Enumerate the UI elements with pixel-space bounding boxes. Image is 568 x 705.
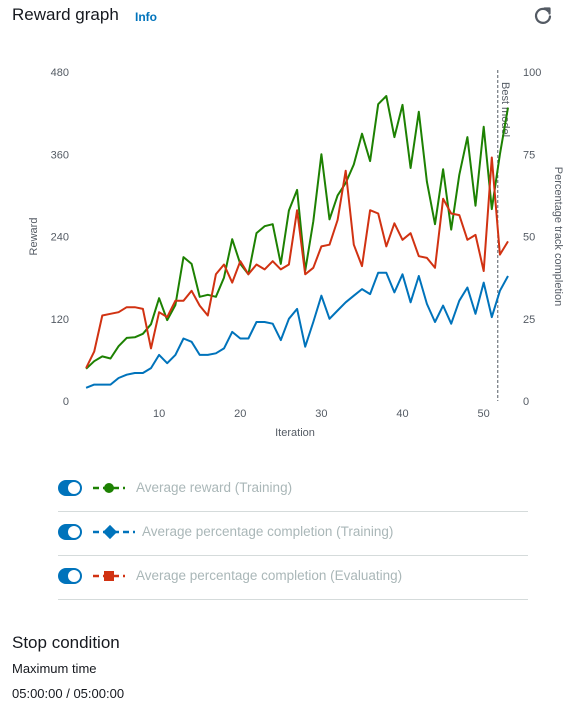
legend-row-average-completion-evaluating: Average percentage completion (Evaluatin…	[58, 555, 528, 600]
refresh-icon[interactable]	[532, 5, 554, 27]
stop-condition-value: 05:00:00 / 05:00:00	[12, 686, 125, 701]
y-tick-label: 120	[51, 314, 69, 326]
y2-axis-label: Percentage track completion	[552, 167, 564, 306]
page-title: Reward graph	[12, 5, 119, 24]
toggle-average-reward-training[interactable]	[58, 480, 82, 496]
legend-label: Average percentage completion (Evaluatin…	[136, 568, 403, 583]
legend-circle-icon	[93, 483, 125, 493]
reward-chart: 0 120 240 360 480 0 25 50 75 100 10 20 30 40 50 Iterati…	[28, 67, 564, 439]
legend-label: Average percentage completion (Training)	[142, 524, 394, 539]
legend-row-average-reward-training: Average reward (Training)	[58, 467, 528, 512]
best-model-label: Best model	[499, 82, 511, 137]
toggle-average-completion-evaluating[interactable]	[58, 568, 82, 584]
legend-square-icon	[93, 571, 125, 581]
y-tick-label: 360	[51, 149, 69, 161]
legend-diamond-icon	[93, 524, 135, 540]
info-link[interactable]: Info	[135, 10, 157, 24]
legend-row-average-completion-training: Average percentage completion (Training)	[58, 511, 528, 556]
x-tick-label: 40	[396, 408, 408, 420]
y-tick-label: 480	[51, 67, 69, 79]
x-tick-label: 20	[234, 408, 246, 420]
y2-tick-label: 100	[523, 67, 541, 79]
y-axis-label: Reward	[28, 218, 40, 256]
series-line-2	[85, 156, 509, 369]
legend-label: Average reward (Training)	[136, 480, 293, 495]
y2-tick-label: 75	[523, 149, 535, 161]
y-tick-label: 240	[51, 232, 69, 244]
series-line-1	[85, 271, 509, 389]
x-axis-label: Iteration	[275, 427, 315, 439]
y2-tick-label: 25	[523, 314, 535, 326]
header: Reward graph Info	[12, 5, 556, 29]
y2-tick-label: 50	[523, 232, 535, 244]
x-tick-label: 50	[478, 408, 490, 420]
y2-tick-label: 0	[523, 396, 529, 408]
x-tick-label: 10	[153, 408, 165, 420]
x-tick-label: 30	[315, 408, 327, 420]
y-tick-label: 0	[63, 396, 69, 408]
stop-condition-label: Maximum time	[12, 661, 97, 676]
toggle-average-completion-training[interactable]	[58, 524, 82, 540]
series-line-0	[85, 95, 509, 370]
stop-condition-title: Stop condition	[12, 633, 120, 652]
